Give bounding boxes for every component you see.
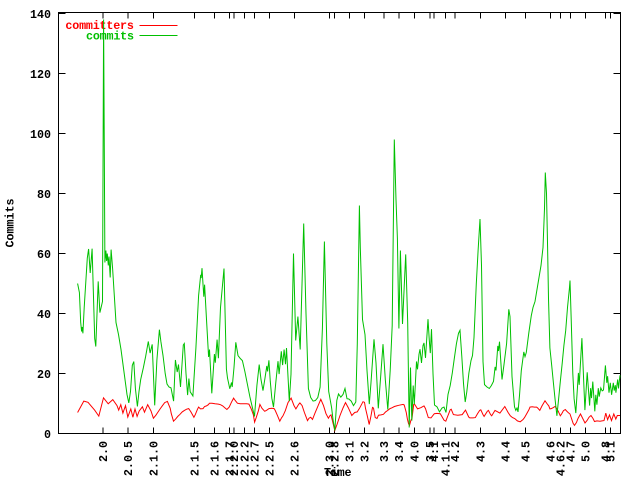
svg-text:4.6.2: 4.6.2 bbox=[554, 441, 568, 476]
svg-text:commits: commits bbox=[86, 29, 134, 43]
svg-text:140: 140 bbox=[30, 8, 51, 22]
svg-text:4.4: 4.4 bbox=[499, 441, 513, 462]
svg-text:3.1: 3.1 bbox=[343, 441, 357, 462]
svg-text:3.2: 3.2 bbox=[358, 441, 372, 462]
svg-text:4.7: 4.7 bbox=[564, 441, 578, 462]
svg-text:4.0: 4.0 bbox=[408, 441, 422, 462]
svg-text:2.0: 2.0 bbox=[97, 441, 111, 462]
svg-text:100: 100 bbox=[30, 128, 51, 142]
svg-text:4.6: 4.6 bbox=[544, 441, 558, 462]
svg-text:2.2.6: 2.2.6 bbox=[288, 441, 302, 476]
svg-text:2.0.5: 2.0.5 bbox=[122, 441, 136, 476]
svg-text:Time: Time bbox=[324, 466, 352, 480]
svg-text:2.2.5: 2.2.5 bbox=[263, 441, 277, 476]
svg-text:2.1.6: 2.1.6 bbox=[208, 441, 222, 476]
svg-text:5.1: 5.1 bbox=[605, 441, 619, 462]
svg-text:Commits: Commits bbox=[4, 198, 18, 247]
svg-text:20: 20 bbox=[37, 368, 51, 382]
svg-text:80: 80 bbox=[37, 188, 51, 202]
svg-text:2.3.0: 2.3.0 bbox=[323, 441, 337, 476]
svg-text:2.2.0: 2.2.0 bbox=[228, 441, 242, 476]
svg-text:2.1.7: 2.1.7 bbox=[223, 441, 237, 476]
svg-text:3.3: 3.3 bbox=[378, 441, 392, 462]
svg-text:4.1: 4.1 bbox=[428, 441, 442, 462]
svg-text:4.3: 4.3 bbox=[475, 441, 489, 462]
svg-text:2.2.7: 2.2.7 bbox=[248, 441, 262, 476]
svg-text:2.1.0: 2.1.0 bbox=[148, 441, 162, 476]
svg-text:4.5: 4.5 bbox=[519, 441, 533, 462]
svg-text:4.1.1: 4.1.1 bbox=[440, 441, 454, 476]
svg-text:60: 60 bbox=[37, 248, 51, 262]
svg-text:0: 0 bbox=[44, 428, 51, 442]
svg-text:4.2: 4.2 bbox=[449, 441, 463, 462]
svg-text:2.1.5: 2.1.5 bbox=[189, 441, 203, 476]
svg-text:2.2.8: 2.2.8 bbox=[328, 441, 342, 476]
svg-text:5.0: 5.0 bbox=[579, 441, 593, 462]
svg-text:40: 40 bbox=[37, 308, 51, 322]
svg-text:committers: committers bbox=[65, 19, 133, 33]
svg-text:3.4: 3.4 bbox=[393, 441, 407, 462]
svg-text:3.5: 3.5 bbox=[424, 441, 438, 462]
svg-text:120: 120 bbox=[30, 68, 51, 82]
svg-text:2.2.2: 2.2.2 bbox=[238, 441, 252, 476]
svg-text:4.8: 4.8 bbox=[600, 441, 614, 462]
